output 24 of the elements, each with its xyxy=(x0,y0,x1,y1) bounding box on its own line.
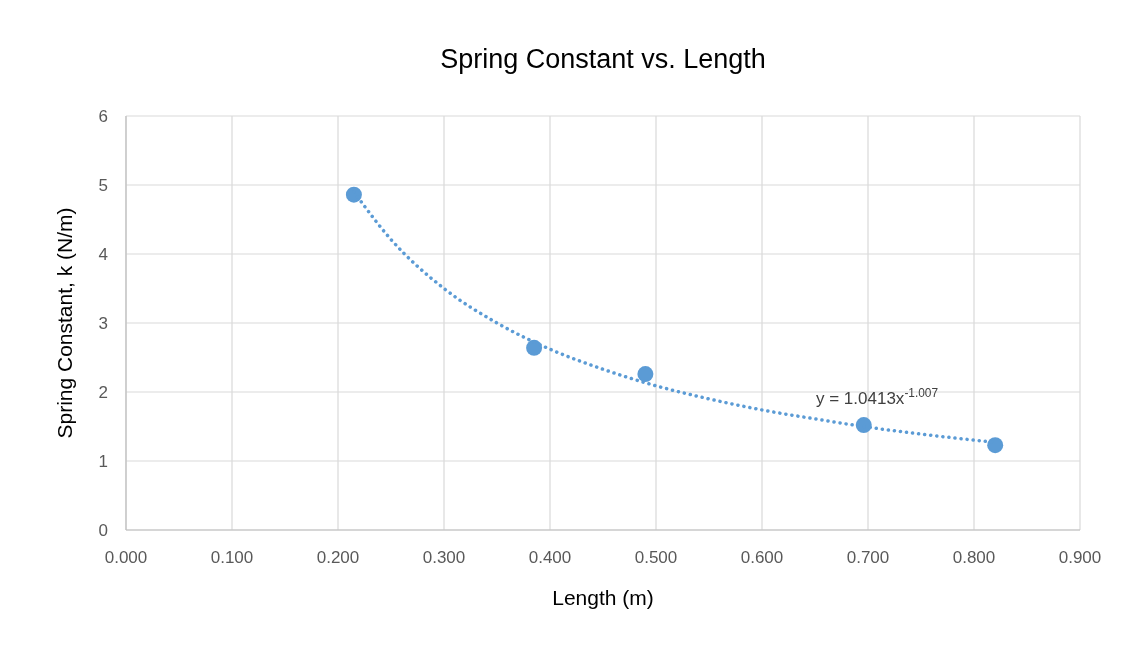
x-tick-label: 0.600 xyxy=(740,548,784,567)
y-tick-label: 4 xyxy=(98,245,108,264)
x-axis-title: Length (m) xyxy=(552,586,654,609)
point xyxy=(637,366,654,383)
y-tick-label: 1 xyxy=(98,452,108,471)
chart-title: Spring Constant vs. Length xyxy=(440,44,766,74)
y-axis-title: Spring Constant, k (N/m) xyxy=(53,207,76,439)
y-tick-label: 2 xyxy=(98,383,108,402)
x-tick-label: 0.900 xyxy=(1058,548,1102,567)
annotation: y = 1.0413x$^{-1.007}$ xyxy=(816,386,939,409)
y-tick-label: 0 xyxy=(98,521,108,540)
x-tick-label: 0.200 xyxy=(316,548,360,567)
x-tick-label: 0.700 xyxy=(846,548,890,567)
x-tick-label: 0.800 xyxy=(952,548,996,567)
x-tick-label: 0.000 xyxy=(104,548,148,567)
x-tick-label: 0.500 xyxy=(634,548,678,567)
point xyxy=(987,437,1004,454)
y-tick-label: 6 xyxy=(98,107,108,126)
point xyxy=(526,339,543,356)
y-tick-label: 5 xyxy=(98,176,108,195)
y-tick-label: 3 xyxy=(98,314,108,333)
x-tick-label: 0.100 xyxy=(210,548,254,567)
x-tick-label: 0.400 xyxy=(528,548,572,567)
x-tick-label: 0.300 xyxy=(422,548,466,567)
